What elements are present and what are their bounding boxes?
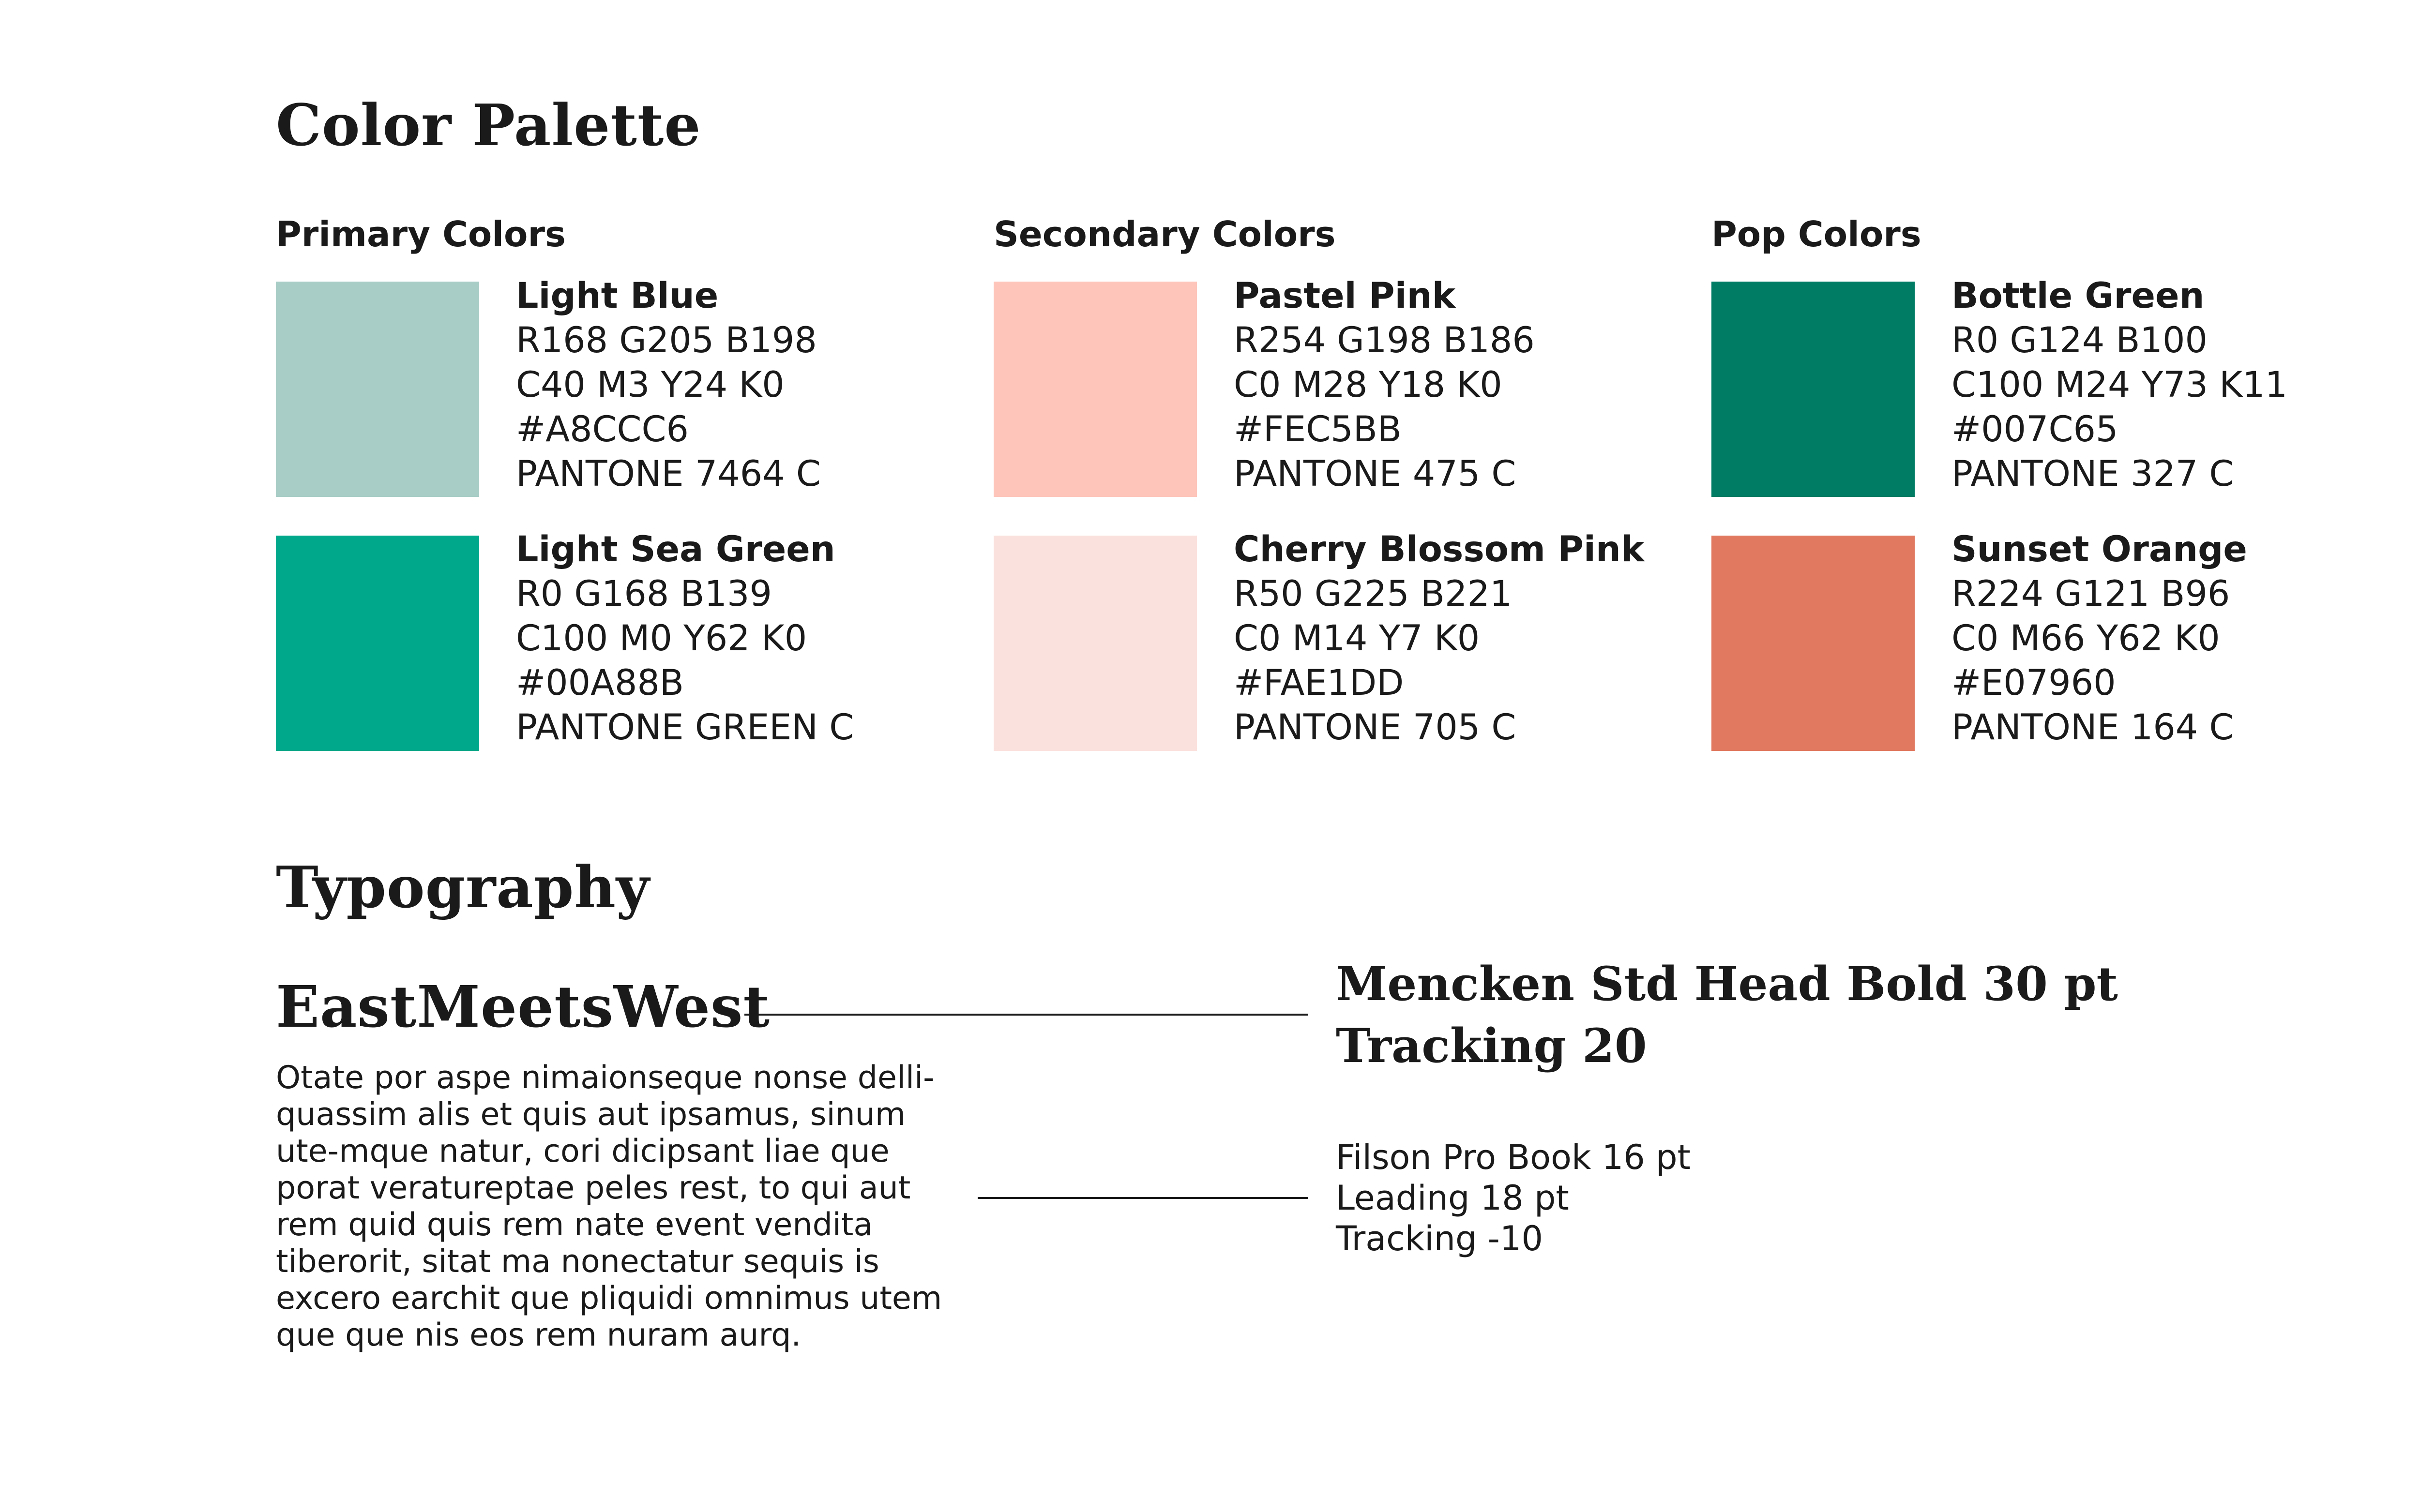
color-hex: #007C65	[1951, 409, 2118, 450]
body-leading: Leading 18 pt	[1336, 1178, 1569, 1218]
color-hex: #00A88B	[516, 662, 684, 704]
color-pantone: PANTONE 475 C	[1234, 453, 1516, 494]
color-name: Sunset Orange	[1951, 529, 2247, 570]
color-name: Cherry Blossom Pink	[1234, 529, 1645, 570]
typography-heading: Typography	[276, 853, 650, 921]
color-cmyk: C0 M28 Y18 K0	[1234, 364, 1502, 405]
color-name: Pastel Pink	[1234, 275, 1456, 316]
color-rgb: R254 G198 B186	[1234, 320, 1535, 361]
body-font-name: Filson Pro Book 16 pt	[1336, 1138, 1691, 1177]
body-tracking: Tracking -10	[1336, 1219, 1543, 1258]
body-font-spec: Filson Pro Book 16 pt Leading 18 pt Trac…	[1336, 1137, 1691, 1259]
color-rgb: R224 G121 B96	[1951, 573, 2230, 614]
color-cmyk: C100 M0 Y62 K0	[516, 618, 807, 659]
color-info-light-sea-green: Light Sea Green R0 G168 B139 C100 M0 Y62…	[516, 527, 854, 750]
color-pantone: PANTONE GREEN C	[516, 707, 854, 748]
color-name: Light Sea Green	[516, 529, 835, 570]
color-name: Light Blue	[516, 275, 719, 316]
color-name: Bottle Green	[1951, 275, 2205, 316]
swatch-light-blue	[276, 282, 479, 497]
headline-tracking: Tracking 20	[1336, 1018, 1647, 1073]
pop-colors-title: Pop Colors	[1711, 214, 1921, 254]
headline-font-name: Mencken Std Head Bold 30 pt	[1336, 957, 2118, 1011]
body-copy-specimen: Otate por aspe nimaionseque nonse delli-…	[276, 1060, 942, 1353]
color-rgb: R0 G168 B139	[516, 573, 772, 614]
color-hex: #A8CCC6	[516, 409, 689, 450]
body-leader-line	[978, 1197, 1308, 1199]
color-info-light-blue: Light Blue R168 G205 B198 C40 M3 Y24 K0 …	[516, 274, 821, 496]
color-pantone: PANTONE 7464 C	[516, 453, 821, 494]
color-hex: #E07960	[1951, 662, 2116, 704]
secondary-colors-title: Secondary Colors	[994, 214, 1336, 254]
headline-font-spec: Mencken Std Head Bold 30 pt Tracking 20	[1336, 953, 2118, 1077]
color-info-sunset-orange: Sunset Orange R224 G121 B96 C0 M66 Y62 K…	[1951, 527, 2247, 750]
swatch-sunset-orange	[1711, 536, 1915, 751]
color-hex: #FEC5BB	[1234, 409, 1402, 450]
headline-leader-line	[744, 1014, 1308, 1016]
color-cmyk: C0 M66 Y62 K0	[1951, 618, 2220, 659]
swatch-bottle-green	[1711, 282, 1915, 497]
color-cmyk: C0 M14 Y7 K0	[1234, 618, 1480, 659]
primary-colors-title: Primary Colors	[276, 214, 566, 254]
color-cmyk: C100 M24 Y73 K11	[1951, 364, 2288, 405]
color-pantone: PANTONE 164 C	[1951, 707, 2234, 748]
swatch-cherry-blossom-pink	[994, 536, 1197, 751]
color-palette-heading: Color Palette	[276, 91, 701, 159]
color-info-bottle-green: Bottle Green R0 G124 B100 C100 M24 Y73 K…	[1951, 274, 2287, 496]
color-info-pastel-pink: Pastel Pink R254 G198 B186 C0 M28 Y18 K0…	[1234, 274, 1535, 496]
headline-specimen: EastMeetsWest	[276, 973, 770, 1040]
color-rgb: R168 G205 B198	[516, 320, 817, 361]
color-pantone: PANTONE 705 C	[1234, 707, 1516, 748]
color-hex: #FAE1DD	[1234, 662, 1404, 704]
swatch-pastel-pink	[994, 282, 1197, 497]
swatch-light-sea-green	[276, 536, 479, 751]
color-info-cherry-blossom-pink: Cherry Blossom Pink R50 G225 B221 C0 M14…	[1234, 527, 1644, 750]
color-pantone: PANTONE 327 C	[1951, 453, 2234, 494]
color-rgb: R0 G124 B100	[1951, 320, 2208, 361]
color-rgb: R50 G225 B221	[1234, 573, 1512, 614]
color-cmyk: C40 M3 Y24 K0	[516, 364, 785, 405]
